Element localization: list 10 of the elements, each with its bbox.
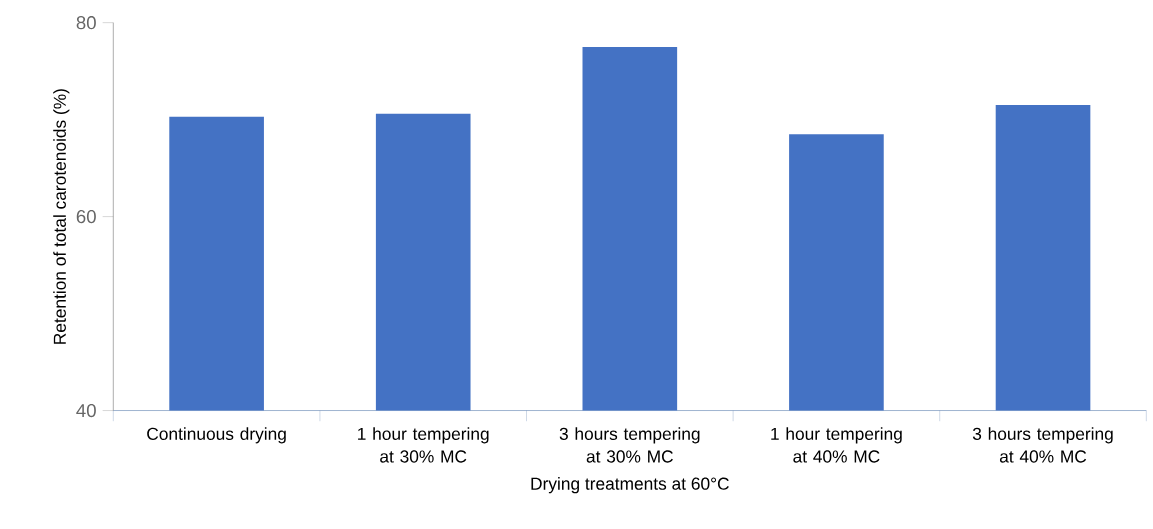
y-tick-label: 60: [76, 209, 96, 224]
x-tick-label: 3 hours tempering at 40% MC: [972, 427, 1113, 463]
x-axis-title: Drying treatments at 60°C: [531, 477, 729, 494]
y-tick-label: 40: [76, 403, 96, 418]
x-tick-label: 1 hour tempering at 30% MC: [358, 427, 489, 463]
x-tick-label: 3 hours tempering at 30% MC: [559, 427, 700, 463]
y-tick-label: 80: [76, 15, 96, 30]
x-tick-label: Continuous drying: [147, 427, 286, 444]
y-axis-title: Retention of total carotenoids (%): [53, 89, 70, 344]
x-tick-label: 1 hour tempering at 40% MC: [771, 427, 902, 463]
